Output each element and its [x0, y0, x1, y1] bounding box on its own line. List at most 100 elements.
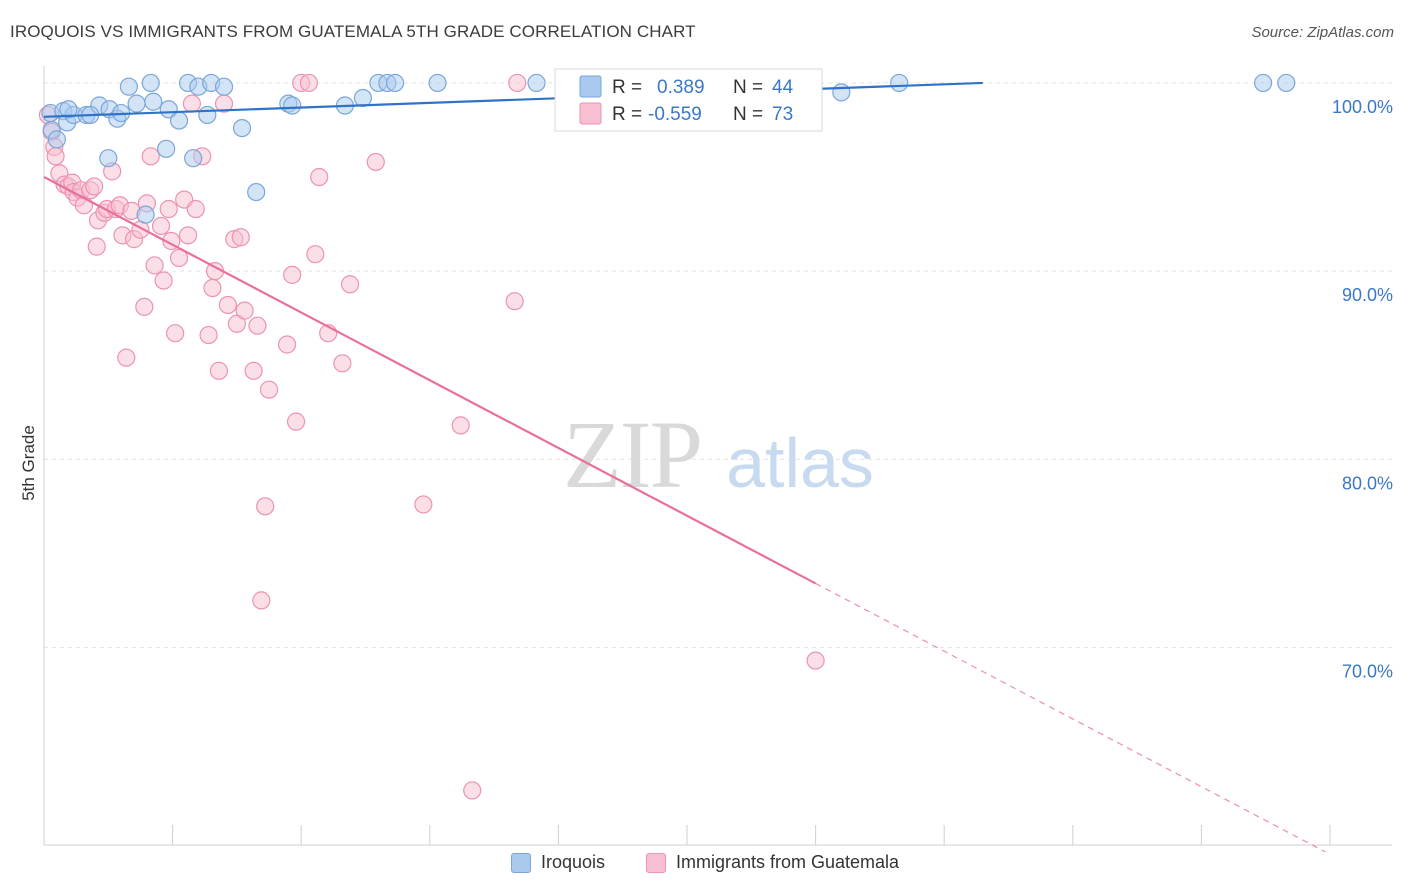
point-pink-50 [235, 301, 254, 320]
point-pink-46 [218, 295, 237, 315]
point-blue-11 [141, 73, 160, 93]
point-pink-67 [451, 416, 470, 435]
legend-label-guatemala: Immigrants from Guatemala [676, 852, 900, 872]
point-pink-3 [46, 147, 65, 166]
y-tick-label-3: 70.0% [1342, 661, 1393, 681]
point-pink-28 [141, 147, 160, 166]
legend-swatch-pink [646, 852, 666, 873]
point-pink-56 [283, 265, 302, 284]
point-blue-37 [99, 149, 118, 168]
point-blue-29 [527, 73, 546, 93]
point-blue-36 [47, 130, 66, 149]
point-blue-9 [119, 77, 138, 96]
point-blue-12 [144, 92, 163, 111]
point-blue-20 [232, 118, 252, 138]
point-pink-14 [87, 237, 106, 256]
point-pink-59 [299, 73, 319, 93]
stats-r-label-blue: R = [612, 77, 642, 98]
point-pink-49 [231, 228, 250, 247]
point-blue-17 [198, 105, 217, 125]
point-pink-54 [259, 380, 279, 399]
point-pink-57 [286, 412, 306, 431]
axes [43, 66, 1392, 846]
stats-r-value-pink: -0.559 [648, 104, 702, 125]
stats-box: R = 0.389 N = 44 R = -0.559 N = 73 [554, 68, 823, 132]
point-pink-31 [154, 271, 173, 290]
grid-lines [44, 82, 1392, 648]
legend-item-iroquois: Iroquois [511, 852, 605, 873]
point-pink-41 [199, 325, 218, 345]
legend-item-guatemala: Immigrants from Guatemala [646, 852, 899, 873]
point-pink-64 [340, 275, 360, 294]
point-pink-26 [135, 297, 154, 316]
trend-lines [43, 81, 1327, 852]
point-pink-30 [151, 216, 171, 236]
watermark-atlas: atlas [726, 424, 874, 502]
point-pink-38 [182, 94, 201, 113]
point-pink-22 [117, 348, 136, 367]
source-credit: Source: ZipAtlas.com [1251, 24, 1394, 41]
scatter-chart: ZIP atlas 100.0%90.0%80.0%70.0%0.0%100.0… [19, 66, 1393, 852]
watermark-zip: ZIP [563, 401, 701, 508]
point-pink-51 [244, 361, 263, 380]
stats-r-value-blue: 0.389 [657, 77, 705, 98]
stats-swatch-blue [579, 75, 602, 98]
point-blue-24 [353, 88, 373, 108]
series-pink-points [38, 73, 825, 800]
point-pink-44 [209, 361, 228, 380]
y-tick-label-1: 90.0% [1342, 285, 1393, 305]
point-blue-38 [136, 205, 155, 224]
trend-line-blue [43, 81, 983, 118]
trend-line-dashed-pink [815, 582, 1327, 852]
stats-r-label-pink: R = [612, 104, 642, 125]
point-pink-13 [85, 177, 104, 196]
trend-line-pink [43, 176, 817, 585]
stats-n-label-pink: N = [733, 104, 763, 125]
point-pink-69 [505, 292, 524, 311]
point-pink-42 [203, 278, 222, 298]
point-pink-72 [252, 591, 271, 610]
point-blue-40 [184, 149, 203, 168]
point-pink-29 [145, 256, 164, 275]
point-blue-14 [169, 111, 189, 130]
watermark: ZIP atlas [563, 401, 874, 508]
point-pink-34 [166, 324, 185, 343]
point-pink-61 [310, 167, 329, 187]
y-tick-label-2: 80.0% [1342, 473, 1393, 493]
point-pink-71 [806, 651, 825, 670]
point-pink-11 [74, 196, 93, 215]
point-pink-37 [178, 226, 198, 245]
legend-swatch-blue [511, 852, 531, 873]
point-pink-35 [169, 248, 189, 268]
legend-label-iroquois: Iroquois [541, 852, 606, 872]
point-blue-32 [890, 73, 909, 93]
point-blue-31 [832, 83, 851, 102]
point-blue-33 [1254, 73, 1273, 93]
point-blue-28 [428, 73, 447, 93]
point-blue-27 [385, 73, 405, 93]
point-pink-55 [277, 335, 297, 354]
point-pink-53 [256, 497, 275, 516]
stats-n-label-blue: N = [733, 77, 763, 98]
legend: Iroquois Immigrants from Guatemala [0, 852, 1406, 878]
point-pink-39 [186, 199, 205, 219]
y-tick-label-0: 100.0% [1332, 97, 1393, 117]
point-blue-22 [283, 96, 302, 115]
point-pink-70 [508, 73, 527, 93]
point-blue-19 [214, 77, 234, 96]
chart-title: IROQUOIS VS IMMIGRANTS FROM GUATEMALA 5T… [10, 22, 696, 41]
point-pink-66 [414, 495, 433, 514]
point-pink-65 [366, 152, 385, 172]
point-blue-10 [127, 94, 146, 113]
point-blue-42 [59, 100, 78, 119]
point-pink-60 [306, 245, 325, 264]
stats-n-value-pink: 73 [772, 104, 793, 125]
stats-swatch-pink [579, 102, 602, 125]
point-blue-41 [247, 182, 266, 202]
point-blue-39 [157, 139, 176, 158]
y-axis-label: 5th Grade [19, 425, 38, 501]
point-pink-52 [248, 316, 267, 335]
point-pink-63 [333, 354, 352, 373]
stats-n-value-blue: 44 [772, 77, 794, 98]
point-pink-32 [159, 199, 178, 219]
